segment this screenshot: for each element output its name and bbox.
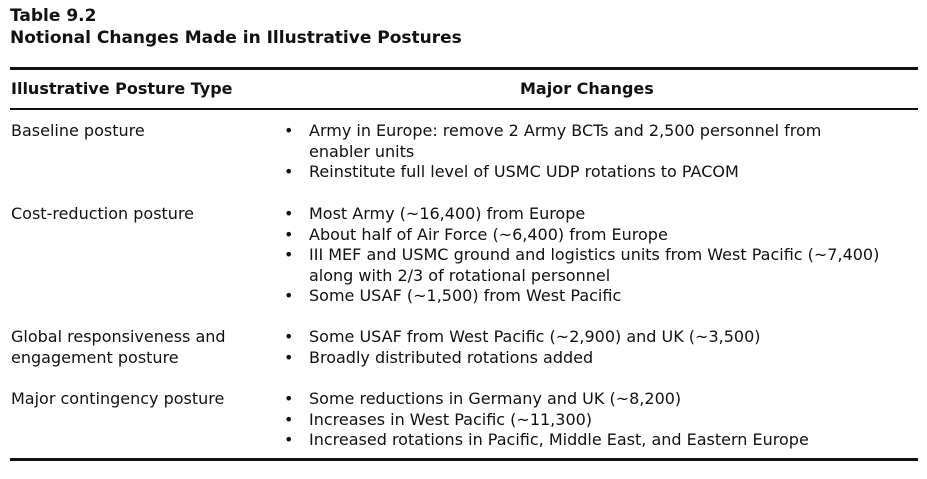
bullet-icon: • [284, 409, 294, 429]
change-text: About half of Air Force (~6,400) from Eu… [309, 224, 668, 244]
change-text: Reinstitute full level of USMC UDP rotat… [309, 162, 739, 181]
table-label: Table 9.2 [10, 6, 97, 26]
table-title: Notional Changes Made in Illustrative Po… [10, 28, 462, 48]
changes-list: • Some reductions in Germany and UK (~8,2… [284, 389, 884, 451]
column-header-major-changes: Major Changes [520, 79, 654, 98]
bullet-icon: • [284, 245, 294, 264]
posture-type-cell: Cost-reduction posture [11, 204, 195, 223]
bullet-icon: • [284, 224, 294, 244]
list-item: • Some USAF from West Pacific (~2,900) an… [284, 327, 884, 348]
header-rule [10, 108, 918, 110]
list-item: • About half of Air Force (~6,400) from E… [284, 225, 884, 246]
posture-type-cell: Global responsiveness and engagement pos… [11, 327, 226, 367]
change-text: Increases in West Pacific (~11,300) [309, 409, 593, 429]
changes-list: • Most Army (~16,400) from Europe • About … [284, 204, 884, 307]
column-header-posture-type: Illustrative Posture Type [11, 79, 233, 98]
change-text: Some USAF (~1,500) from West Pacific [309, 286, 622, 305]
list-item: • III MEF and USMC ground and logistics u… [284, 245, 884, 286]
list-item: • Some USAF (~1,500) from West Pacific [284, 286, 884, 307]
bullet-icon: • [284, 121, 294, 140]
bullet-icon: • [284, 347, 294, 367]
list-item: • Broadly distributed rotations added [284, 348, 884, 369]
list-item: • Army in Europe: remove 2 Army BCTs and … [284, 121, 884, 162]
change-text: III MEF and USMC ground and logistics un… [309, 245, 880, 285]
change-text: Increased rotations in Pacific, Middle E… [309, 430, 809, 449]
change-text: Some USAF from West Pacific (~2,900) and… [309, 327, 761, 346]
change-text: Broadly distributed rotations added [309, 347, 594, 367]
bullet-icon: • [284, 327, 294, 346]
posture-type-cell: Major contingency posture [11, 389, 225, 408]
bottom-rule [10, 458, 918, 461]
bullet-icon: • [284, 286, 294, 305]
list-item: • Most Army (~16,400) from Europe [284, 204, 884, 225]
bullet-icon: • [284, 204, 294, 223]
bullet-icon: • [284, 162, 294, 181]
change-text: Some reductions in Germany and UK (~8,20… [309, 389, 682, 408]
change-text: Most Army (~16,400) from Europe [309, 204, 586, 223]
change-text: Army in Europe: remove 2 Army BCTs and 2… [309, 121, 822, 161]
list-item: • Increased rotations in Pacific, Middle … [284, 430, 884, 451]
bullet-icon: • [284, 430, 294, 449]
list-item: • Increases in West Pacific (~11,300) [284, 410, 884, 431]
changes-list: • Army in Europe: remove 2 Army BCTs and … [284, 121, 884, 183]
list-item: • Reinstitute full level of USMC UDP rota… [284, 162, 884, 183]
list-item: • Some reductions in Germany and UK (~8,2… [284, 389, 884, 410]
top-rule [10, 67, 918, 70]
posture-type-cell: Baseline posture [11, 121, 145, 140]
bullet-icon: • [284, 389, 294, 408]
changes-list: • Some USAF from West Pacific (~2,900) an… [284, 327, 884, 368]
table-caption: Table 9.2 Notional Changes Made in Illus… [10, 5, 462, 49]
